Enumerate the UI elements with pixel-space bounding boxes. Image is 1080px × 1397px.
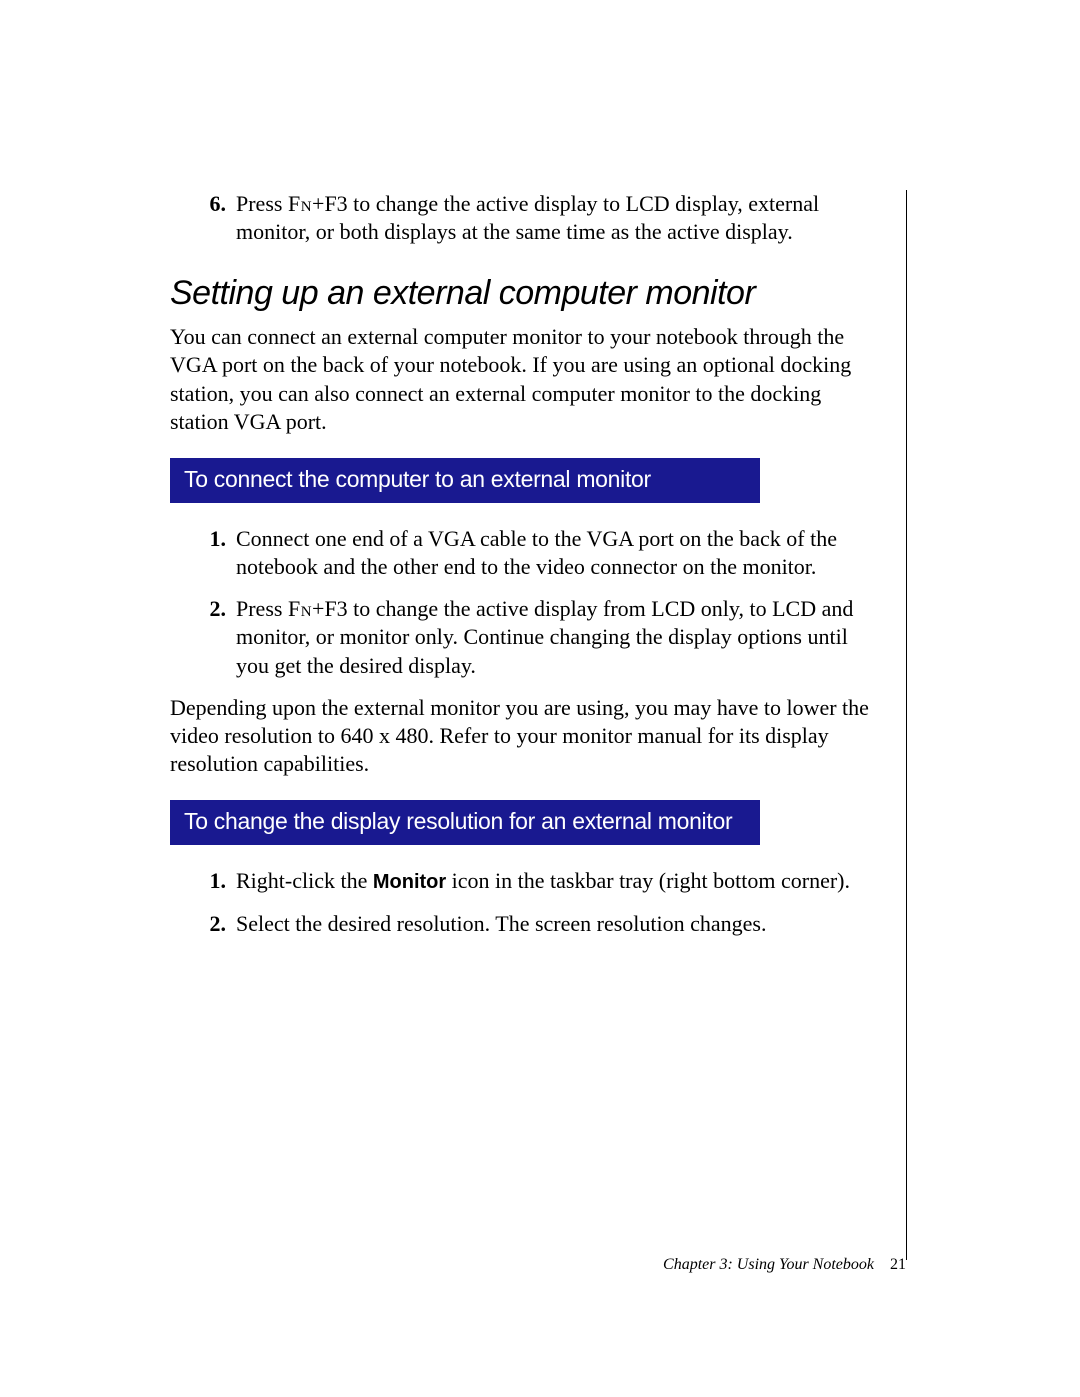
page-footer: Chapter 3: Using Your Notebook21 xyxy=(170,1256,906,1274)
text-fragment: Press xyxy=(236,191,288,216)
resolution-steps-list: 1. Right-click the Monitor icon in the t… xyxy=(170,867,880,938)
footer-page-number: 21 xyxy=(874,1256,906,1273)
footer-chapter: Chapter 3: Using Your Notebook xyxy=(663,1256,874,1273)
list-item: 1. Connect one end of a VGA cable to the… xyxy=(184,525,880,581)
list-text: Right-click the Monitor icon in the task… xyxy=(236,867,880,896)
list-number: 1. xyxy=(184,867,236,895)
instruction-banner-connect: To connect the computer to an external m… xyxy=(170,458,760,503)
list-number: 2. xyxy=(184,595,236,623)
instruction-banner-resolution: To change the display resolution for an … xyxy=(170,800,760,845)
list-item: 1. Right-click the Monitor icon in the t… xyxy=(184,867,880,896)
content-column: 6. Press Fn+F3 to change the active disp… xyxy=(170,190,880,938)
resolution-note: Depending upon the external monitor you … xyxy=(170,694,880,778)
section-intro: You can connect an external computer mon… xyxy=(170,323,880,436)
text-fragment: icon in the taskbar tray (right bottom c… xyxy=(446,868,850,893)
top-numbered-list: 6. Press Fn+F3 to change the active disp… xyxy=(170,190,880,246)
list-item: 6. Press Fn+F3 to change the active disp… xyxy=(184,190,880,246)
text-fragment: Right-click the xyxy=(236,868,373,893)
vertical-rule xyxy=(906,190,907,1260)
list-number: 2. xyxy=(184,910,236,938)
section-heading: Setting up an external computer monitor xyxy=(170,274,880,313)
list-number: 1. xyxy=(184,525,236,553)
key-fn: Fn xyxy=(288,191,312,216)
key-fn: Fn xyxy=(288,596,312,621)
page: 6. Press Fn+F3 to change the active disp… xyxy=(0,0,1080,1397)
list-text: Connect one end of a VGA cable to the VG… xyxy=(236,525,880,581)
list-item: 2. Select the desired resolution. The sc… xyxy=(184,910,880,938)
text-fragment: Press xyxy=(236,596,288,621)
list-number: 6. xyxy=(184,190,236,218)
monitor-label: Monitor xyxy=(373,871,446,893)
list-text: Select the desired resolution. The scree… xyxy=(236,910,880,938)
connect-steps-list: 1. Connect one end of a VGA cable to the… xyxy=(170,525,880,680)
text-fragment: +F3 to change the active display from LC… xyxy=(236,596,853,677)
list-text: Press Fn+F3 to change the active display… xyxy=(236,595,880,679)
text-fragment: +F3 to change the active display to LCD … xyxy=(236,191,819,244)
list-text: Press Fn+F3 to change the active display… xyxy=(236,190,880,246)
list-item: 2. Press Fn+F3 to change the active disp… xyxy=(184,595,880,679)
